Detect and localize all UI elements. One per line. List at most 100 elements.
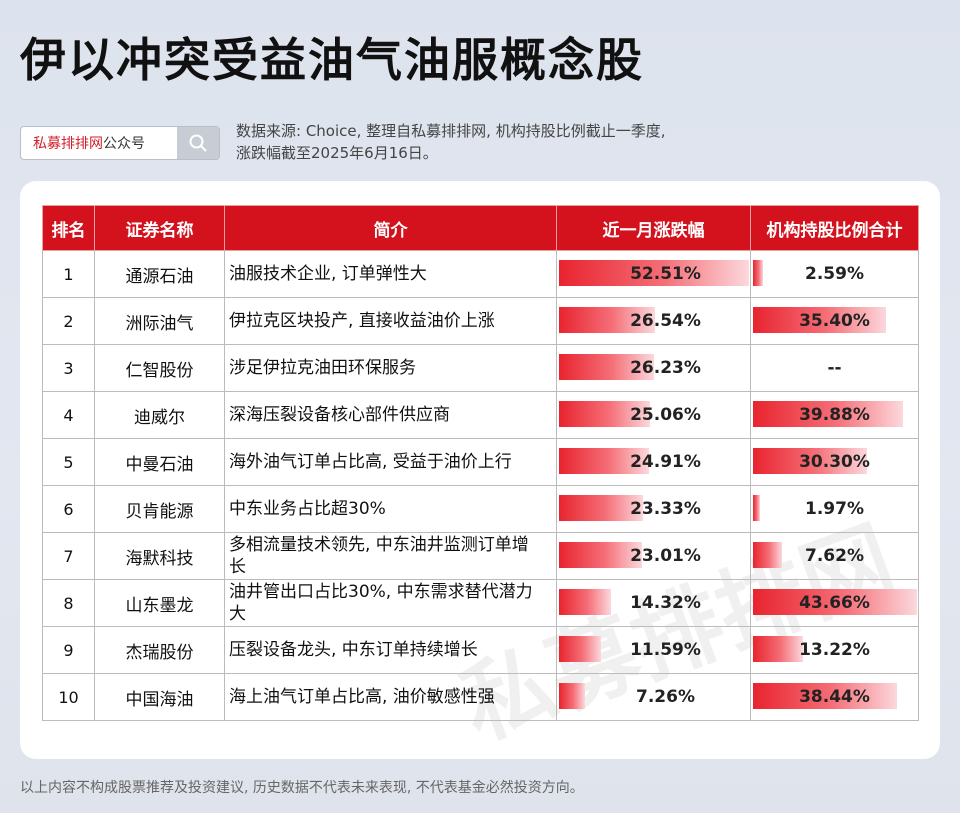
header-inst: 机构持股比例合计 <box>750 205 919 251</box>
header-change: 近一月涨跌幅 <box>556 205 751 251</box>
table-row: 7 海默科技 多相流量技术领先, 中东油井监测订单增长 23.01% 7.62% <box>42 532 919 580</box>
rank-cell: 3 <box>42 344 95 392</box>
table-row: 5 中曼石油 海外油气订单占比高, 受益于油价上行 24.91% 30.30% <box>42 438 919 486</box>
table-card: 私募排排网 排名 证券名称 简介 近一月涨跌幅 机构持股比例合计 1 通源石油 油服… <box>20 181 940 760</box>
source-line-1: 数据来源: Choice, 整理自私募排排网, 机构持股比例截止一季度, <box>236 122 666 140</box>
change-bar <box>559 260 749 286</box>
inst-bar <box>753 589 917 615</box>
stock-name-cell: 洲际油气 <box>94 297 225 345</box>
description-cell: 油服技术企业, 订单弹性大 <box>224 250 557 298</box>
page-title: 伊以冲突受益油气油服概念股 <box>20 33 644 87</box>
rank-cell: 4 <box>42 391 95 439</box>
change-bar <box>559 636 601 662</box>
stock-table: 排名 证券名称 简介 近一月涨跌幅 机构持股比例合计 1 通源石油 油服技术企业, … <box>42 205 919 721</box>
table-row: 9 杰瑞股份 压裂设备龙头, 中东订单持续增长 11.59% 13.22% <box>42 626 919 674</box>
source-line-2: 涨跌幅截至2025年6月16日。 <box>236 144 438 162</box>
inst-value: 30.30% <box>799 452 870 472</box>
table-header-row: 排名 证券名称 简介 近一月涨跌幅 机构持股比例合计 <box>42 205 919 251</box>
search-button[interactable] <box>177 127 219 159</box>
change-bar <box>559 589 611 615</box>
inst-bar <box>753 448 867 474</box>
description-cell: 海上油气订单占比高, 油价敏感性强 <box>224 673 557 721</box>
change-value: 24.91% <box>630 452 701 472</box>
inst-cell: -- <box>750 344 919 392</box>
stock-name-cell: 中曼石油 <box>94 438 225 486</box>
inst-cell: 43.66% <box>750 579 919 627</box>
change-cell: 23.01% <box>556 532 751 580</box>
change-value: 14.32% <box>630 593 701 613</box>
search-icon <box>189 134 207 152</box>
inst-value: -- <box>827 358 842 378</box>
inst-value: 7.62% <box>805 546 864 566</box>
inst-value: 38.44% <box>799 687 870 707</box>
stock-name-cell: 仁智股份 <box>94 344 225 392</box>
search-brand: 私募排排网 <box>33 136 103 152</box>
table-row: 10 中国海油 海上油气订单占比高, 油价敏感性强 7.26% 38.44% <box>42 673 919 721</box>
inst-cell: 7.62% <box>750 532 919 580</box>
rank-cell: 8 <box>42 579 95 627</box>
change-cell: 25.06% <box>556 391 751 439</box>
table-body: 1 通源石油 油服技术企业, 订单弹性大 52.51% 2.59% 2 洲际油气 伊拉克区块投… <box>42 250 919 721</box>
stock-name-cell: 通源石油 <box>94 250 225 298</box>
data-source-note: 数据来源: Choice, 整理自私募排排网, 机构持股比例截止一季度, 涨跌幅… <box>236 120 796 164</box>
change-value: 26.54% <box>630 311 701 331</box>
rank-cell: 7 <box>42 532 95 580</box>
stock-name-cell: 杰瑞股份 <box>94 626 225 674</box>
change-value: 26.23% <box>630 358 701 378</box>
search-text: 私募排排网公众号 <box>21 133 177 153</box>
rank-cell: 10 <box>42 673 95 721</box>
change-bar <box>559 401 650 427</box>
inst-bar <box>753 401 903 427</box>
inst-value: 13.22% <box>799 640 870 660</box>
inst-cell: 35.40% <box>750 297 919 345</box>
header-name: 证券名称 <box>94 205 225 251</box>
search-box[interactable]: 私募排排网公众号 <box>20 126 220 160</box>
description-cell: 深海压裂设备核心部件供应商 <box>224 391 557 439</box>
table-row: 4 迪威尔 深海压裂设备核心部件供应商 25.06% 39.88% <box>42 391 919 439</box>
rank-cell: 2 <box>42 297 95 345</box>
change-cell: 14.32% <box>556 579 751 627</box>
change-bar <box>559 495 644 521</box>
header-desc: 简介 <box>224 205 557 251</box>
change-cell: 24.91% <box>556 438 751 486</box>
inst-value: 1.97% <box>805 499 864 519</box>
description-cell: 伊拉克区块投产, 直接收益油价上涨 <box>224 297 557 345</box>
inst-bar <box>753 307 886 333</box>
table-row: 6 贝肯能源 中东业务占比超30% 23.33% 1.97% <box>42 485 919 533</box>
inst-cell: 39.88% <box>750 391 919 439</box>
change-value: 11.59% <box>630 640 701 660</box>
change-bar <box>559 448 650 474</box>
inst-bar <box>753 495 761 521</box>
change-value: 25.06% <box>630 405 701 425</box>
rank-cell: 1 <box>42 250 95 298</box>
description-cell: 涉足伊拉克油田环保服务 <box>224 344 557 392</box>
disclaimer: 以上内容不构成股票推荐及投资建议, 历史数据不代表未来表现, 不代表基金必然投资… <box>20 780 584 796</box>
change-cell: 26.54% <box>556 297 751 345</box>
change-bar <box>559 683 586 709</box>
description-cell: 海外油气订单占比高, 受益于油价上行 <box>224 438 557 486</box>
change-value: 23.33% <box>630 499 701 519</box>
description-cell: 压裂设备龙头, 中东订单持续增长 <box>224 626 557 674</box>
change-cell: 11.59% <box>556 626 751 674</box>
stock-name-cell: 迪威尔 <box>94 391 225 439</box>
change-bar <box>559 307 656 333</box>
table-row: 2 洲际油气 伊拉克区块投产, 直接收益油价上涨 26.54% 35.40% <box>42 297 919 345</box>
change-cell: 7.26% <box>556 673 751 721</box>
stock-name-cell: 贝肯能源 <box>94 485 225 533</box>
change-bar <box>559 354 654 380</box>
rank-cell: 5 <box>42 438 95 486</box>
stock-name-cell: 中国海油 <box>94 673 225 721</box>
inst-value: 39.88% <box>799 405 870 425</box>
change-cell: 23.33% <box>556 485 751 533</box>
change-cell: 26.23% <box>556 344 751 392</box>
inst-value: 43.66% <box>799 593 870 613</box>
change-cell: 52.51% <box>556 250 751 298</box>
stock-name-cell: 山东墨龙 <box>94 579 225 627</box>
description-cell: 油井管出口占比30%, 中东需求替代潜力大 <box>224 579 557 627</box>
change-value: 23.01% <box>630 546 701 566</box>
table-row: 3 仁智股份 涉足伊拉克油田环保服务 26.23% -- <box>42 344 919 392</box>
stock-name-cell: 海默科技 <box>94 532 225 580</box>
search-suffix: 公众号 <box>103 136 145 152</box>
inst-cell: 30.30% <box>750 438 919 486</box>
change-value: 52.51% <box>630 264 701 284</box>
